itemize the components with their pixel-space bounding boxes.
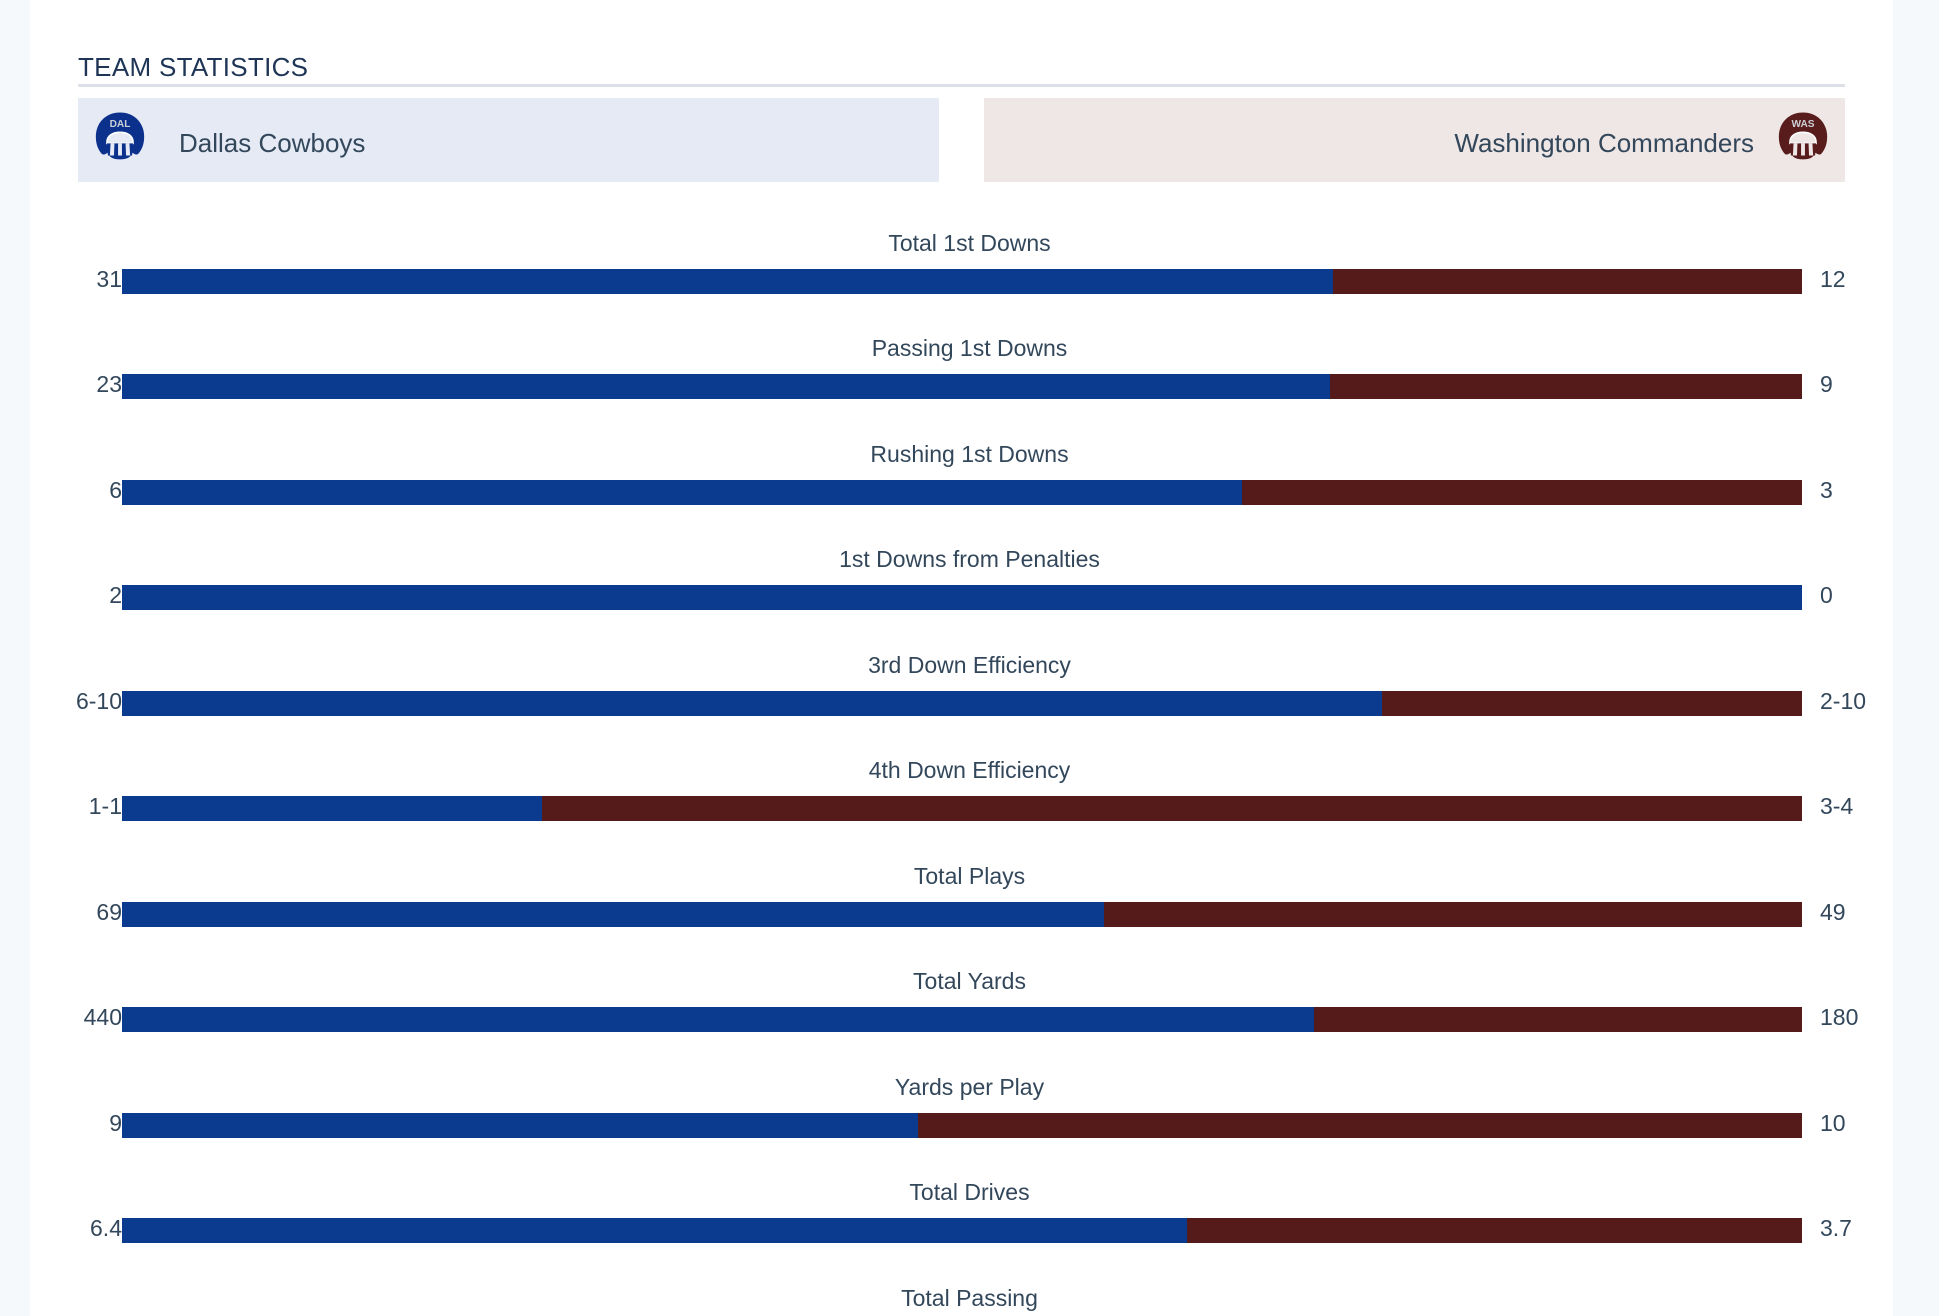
svg-text:WAS: WAS [1791, 119, 1814, 130]
svg-text:DAL: DAL [110, 119, 131, 130]
